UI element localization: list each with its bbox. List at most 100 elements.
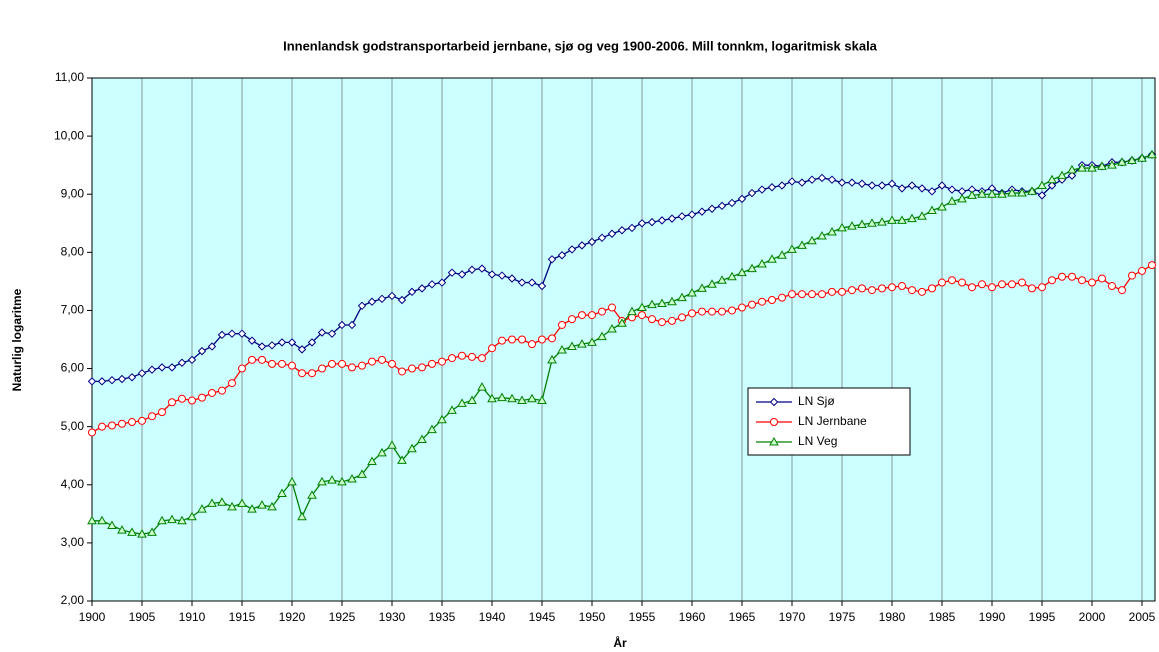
marker: [248, 355, 256, 364]
marker: [727, 198, 737, 208]
marker: [358, 361, 366, 370]
marker: [167, 514, 177, 524]
marker: [458, 351, 466, 360]
marker: [347, 320, 357, 330]
marker: [927, 205, 937, 214]
marker: [897, 215, 907, 224]
marker: [397, 295, 407, 305]
marker: [417, 434, 427, 443]
marker: [797, 240, 807, 249]
marker: [697, 207, 707, 216]
marker: [668, 316, 676, 325]
marker: [287, 338, 297, 347]
marker: [308, 369, 316, 378]
marker: [597, 233, 607, 243]
marker: [917, 184, 927, 193]
marker: [1057, 170, 1067, 180]
marker: [207, 498, 217, 507]
marker: [1067, 164, 1077, 174]
marker: [207, 342, 217, 351]
marker: [1028, 284, 1036, 293]
marker: [769, 436, 779, 446]
marker: [697, 283, 707, 292]
marker: [1077, 163, 1087, 172]
marker: [717, 201, 727, 211]
marker: [218, 386, 226, 395]
x-tick-label: 1980: [879, 610, 906, 624]
marker: [188, 396, 196, 405]
marker: [438, 357, 446, 366]
marker: [847, 178, 857, 187]
x-tick-label: 1985: [929, 610, 956, 624]
marker: [1078, 276, 1086, 285]
marker: [237, 329, 247, 338]
marker: [488, 344, 496, 353]
marker: [1117, 157, 1127, 166]
marker: [788, 290, 796, 299]
marker: [748, 300, 756, 309]
x-tick-label: 1970: [779, 610, 806, 624]
marker: [87, 377, 97, 386]
x-tick-label: 1905: [129, 610, 156, 624]
marker: [537, 281, 547, 291]
y-tick-label: 6,00: [61, 361, 85, 375]
marker: [967, 190, 977, 199]
marker: [487, 270, 497, 279]
marker: [577, 339, 587, 348]
marker: [567, 341, 577, 350]
marker: [687, 288, 697, 297]
marker: [867, 181, 877, 190]
marker: [568, 315, 576, 324]
marker: [457, 270, 467, 279]
marker: [868, 286, 876, 295]
marker: [278, 359, 286, 368]
x-tick-label: 1950: [579, 610, 606, 624]
x-tick-label: 1940: [479, 610, 506, 624]
y-tick-label: 5,00: [61, 419, 85, 433]
marker: [627, 223, 637, 233]
marker: [807, 235, 817, 245]
marker: [907, 213, 917, 223]
marker: [607, 324, 617, 333]
marker: [507, 393, 517, 403]
marker: [737, 194, 747, 204]
marker: [578, 311, 586, 320]
marker: [648, 315, 656, 324]
x-tick-label: 1925: [329, 610, 356, 624]
marker: [407, 287, 417, 297]
marker: [857, 179, 867, 188]
marker: [268, 359, 276, 368]
marker: [387, 291, 397, 301]
marker: [597, 331, 607, 341]
plot-area: [92, 78, 1155, 601]
marker: [217, 497, 227, 506]
marker: [127, 527, 137, 536]
x-tick-label: 1930: [379, 610, 406, 624]
marker: [497, 392, 507, 402]
marker: [377, 447, 387, 457]
marker: [827, 175, 837, 184]
marker: [208, 388, 216, 397]
marker: [327, 475, 337, 484]
marker: [447, 405, 457, 414]
marker: [1087, 163, 1097, 172]
marker: [998, 280, 1006, 289]
marker: [117, 525, 127, 534]
marker: [1017, 188, 1027, 197]
marker: [937, 181, 947, 190]
marker: [938, 278, 946, 287]
marker: [148, 412, 156, 421]
marker: [867, 218, 877, 227]
marker: [928, 284, 936, 293]
marker: [727, 271, 737, 281]
x-tick-label: 1945: [529, 610, 556, 624]
marker: [197, 346, 207, 356]
marker: [137, 368, 147, 378]
marker: [577, 241, 587, 250]
marker: [257, 342, 267, 351]
marker: [1047, 181, 1057, 190]
marker: [107, 375, 117, 385]
marker: [1128, 271, 1136, 280]
x-tick-label: 1955: [629, 610, 656, 624]
marker: [887, 179, 897, 188]
